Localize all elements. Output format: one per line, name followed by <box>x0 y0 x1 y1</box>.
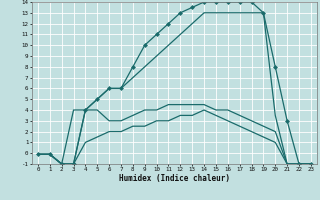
X-axis label: Humidex (Indice chaleur): Humidex (Indice chaleur) <box>119 174 230 183</box>
